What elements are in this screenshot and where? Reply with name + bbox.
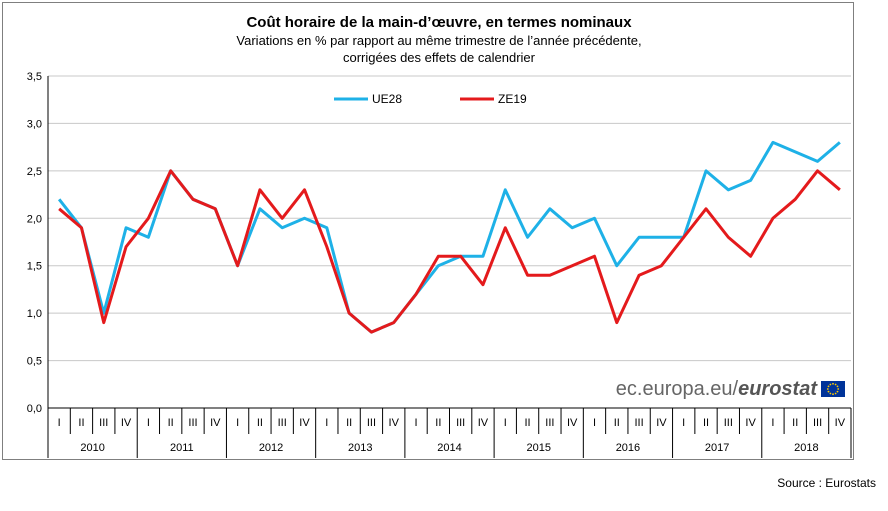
eu-flag-star <box>827 390 830 393</box>
x-tick-label-quarter: IV <box>210 417 221 429</box>
legend: UE28 ZE19 <box>334 92 527 106</box>
x-tick-label-year: 2018 <box>794 442 818 454</box>
x-tick-label-year: 2011 <box>170 442 194 454</box>
eu-flag-star <box>829 383 832 386</box>
chart-title: Coût horaire de la main-d’œuvre, en term… <box>246 14 632 31</box>
x-tick-label-year: 2015 <box>526 442 550 454</box>
x-tick-label-quarter: I <box>771 417 774 429</box>
x-tick-label-year: 2012 <box>259 442 283 454</box>
series-line-ze19 <box>58 169 841 334</box>
chart-canvas: Coût horaire de la main-d’œuvre, en term… <box>27 14 852 458</box>
eu-flag-star <box>837 388 840 390</box>
x-tick-label-quarter: I <box>147 417 150 429</box>
eu-flag-star <box>826 388 829 390</box>
y-tick-label: 2,5 <box>27 166 42 178</box>
x-tick-label-quarter: I <box>504 417 507 429</box>
x-tick-label-quarter: IV <box>121 417 132 429</box>
x-tick-label-quarter: III <box>813 417 822 429</box>
eu-flag-star <box>829 392 832 395</box>
y-tick-label: 1,5 <box>27 261 42 273</box>
x-tick-label-quarter: III <box>724 417 733 429</box>
x-tick-label-quarter: III <box>367 417 376 429</box>
x-tick-label-year: 2017 <box>705 442 729 454</box>
y-tick-label: 0,0 <box>27 403 42 415</box>
x-tick-label-quarter: I <box>325 417 328 429</box>
eu-flag-star <box>832 393 834 396</box>
y-tick-label: 1,0 <box>27 308 42 320</box>
x-tick-label-quarter: I <box>593 417 596 429</box>
series-lines <box>57 140 841 334</box>
x-tick-label-quarter: III <box>635 417 644 429</box>
x-tick-label-quarter: I <box>682 417 685 429</box>
y-tick-label: 0,5 <box>27 356 42 368</box>
legend-label-ze19: ZE19 <box>498 92 527 106</box>
watermark-prefix: ec.europa.eu/ <box>616 378 739 400</box>
gridlines <box>48 75 851 362</box>
x-tick-label-quarter: III <box>456 417 465 429</box>
eu-flag-star <box>827 385 830 388</box>
y-tick-label: 2,0 <box>27 213 42 225</box>
x-tick-label-quarter: IV <box>478 417 489 429</box>
x-tick-label-quarter: II <box>525 417 531 429</box>
y-axis: 0,0 0,5 1,0 1,5 2,0 2,5 3,0 3,5 <box>27 71 49 415</box>
x-tick-label-quarter: II <box>703 417 709 429</box>
x-tick-label-quarter: III <box>278 417 287 429</box>
x-tick-label-year: 2014 <box>437 442 461 454</box>
x-tick-label-quarter: IV <box>299 417 310 429</box>
x-tick-label-quarter: IV <box>835 417 846 429</box>
eu-flag-star <box>836 390 839 393</box>
x-tick-label-quarter: I <box>236 417 239 429</box>
eu-flag-star <box>834 383 837 386</box>
x-tick-label-quarter: II <box>346 417 352 429</box>
x-tick-label-quarter: II <box>257 417 263 429</box>
legend-label-ue28: UE28 <box>372 92 402 106</box>
chart-subtitle-line-2: corrigées des effets de calendrier <box>343 50 536 65</box>
x-tick-label-quarter: II <box>78 417 84 429</box>
x-tick-label-quarter: III <box>99 417 108 429</box>
svg-text:ec.europa.eu/eurostat: ec.europa.eu/eurostat <box>616 378 819 400</box>
x-tick-label-quarter: II <box>792 417 798 429</box>
x-tick-label-year: 2010 <box>80 442 104 454</box>
x-tick-label-year: 2016 <box>616 442 640 454</box>
x-tick-label-quarter: IV <box>745 417 756 429</box>
eu-flag-star <box>832 382 834 385</box>
eu-flag-icon <box>821 381 845 397</box>
x-tick-label-quarter: I <box>415 417 418 429</box>
x-tick-label-quarter: II <box>168 417 174 429</box>
chart-subtitle-line-1: Variations en % par rapport au même trim… <box>236 33 641 48</box>
chart-frame: Coût horaire de la main-d’œuvre, en term… <box>2 2 854 460</box>
x-tick-label-quarter: II <box>435 417 441 429</box>
x-tick-label-quarter: I <box>58 417 61 429</box>
x-tick-label-quarter: III <box>188 417 197 429</box>
watermark-brand: eurostat <box>738 378 818 400</box>
y-tick-label: 3,0 <box>27 118 42 130</box>
x-axis: I II III IV I II III IV I II III IV I II III IV I II III IV… <box>47 407 852 458</box>
y-tick-label: 3,5 <box>27 71 42 83</box>
x-tick-label-quarter: IV <box>389 417 400 429</box>
x-tick-label-year: 2013 <box>348 442 372 454</box>
x-tick-label-quarter: III <box>545 417 554 429</box>
eu-flag-star <box>836 385 839 388</box>
eurostat-watermark: ec.europa.eu/eurostat <box>616 378 845 400</box>
x-tick-label-quarter: IV <box>567 417 578 429</box>
source-note: Source : Eurostats <box>777 476 876 490</box>
x-tick-label-quarter: IV <box>656 417 667 429</box>
eu-flag-background <box>821 381 845 397</box>
eu-flag-star <box>834 392 837 395</box>
x-tick-label-quarter: II <box>614 417 620 429</box>
